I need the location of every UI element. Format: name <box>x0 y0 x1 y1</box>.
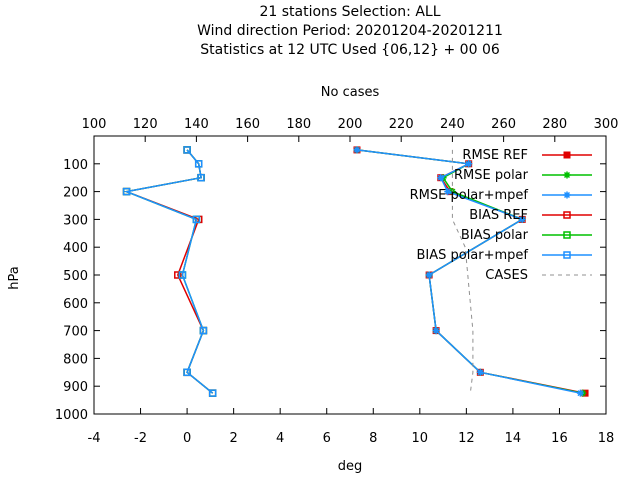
series-line <box>356 149 583 394</box>
series-rmse-polar <box>353 146 587 397</box>
data-point <box>194 160 203 168</box>
x-tick-label: 6 <box>323 431 331 446</box>
top-axis-label: No cases <box>321 85 380 100</box>
x2-tick-label: 100 <box>82 117 107 132</box>
x-tick-label: 18 <box>598 431 615 446</box>
x-tick-label: 16 <box>551 431 568 446</box>
data-point <box>178 271 187 279</box>
legend-item: RMSE polar+mpef <box>410 188 592 203</box>
legend-label: BIAS polar+mpef <box>416 248 528 263</box>
legend-marker <box>563 171 571 179</box>
x2-tick-label: 280 <box>542 117 567 132</box>
data-point <box>208 389 217 397</box>
series-line <box>356 149 586 394</box>
data-point <box>432 327 440 335</box>
y-tick-label: 700 <box>63 325 88 340</box>
legend-label: RMSE polar <box>454 168 529 183</box>
x-tick-label: 4 <box>276 431 284 446</box>
series-rmse-ref <box>353 146 589 397</box>
data-point <box>518 215 526 223</box>
y-tick-label: 600 <box>63 297 88 312</box>
series-line <box>123 149 214 394</box>
y-tick-label: 500 <box>63 269 88 284</box>
legend-item: BIAS polar <box>461 228 592 243</box>
data-point <box>576 389 584 397</box>
legend-label: RMSE REF <box>462 148 528 163</box>
x2-tick-label: 200 <box>338 117 363 132</box>
legend-marker <box>563 251 571 259</box>
x2-tick-label: 220 <box>389 117 414 132</box>
axis-ticks: -4 -2 0 2 4 6 8 10 12 14 16 18 100 120 140 160 180 200 220… <box>55 117 619 446</box>
y-tick-label: 300 <box>63 213 88 228</box>
x2-tick-label: 140 <box>184 117 209 132</box>
data-point <box>197 173 205 182</box>
series-line <box>451 149 474 394</box>
series-line <box>123 149 214 394</box>
legend-label: CASES <box>485 268 528 283</box>
series-bias-polar-mpef <box>122 146 217 397</box>
y-tick-label: 100 <box>63 158 88 173</box>
y-tick-label: 800 <box>63 352 88 367</box>
data-series <box>122 146 589 397</box>
legend-item: BIAS polar+mpef <box>416 248 592 263</box>
legend-marker <box>563 151 571 159</box>
plot-frame <box>93 135 607 415</box>
data-point <box>183 146 191 154</box>
data-point <box>444 188 452 196</box>
legend-item: RMSE REF <box>462 148 592 163</box>
chart-title-line-2: Wind direction Period: 20201204-20201211 <box>197 23 503 39</box>
data-point <box>465 160 473 168</box>
data-point <box>437 174 445 182</box>
x2-tick-label: 120 <box>133 117 158 132</box>
x2-tick-label: 240 <box>440 117 465 132</box>
y-tick-label: 900 <box>63 380 88 395</box>
y-tick-label: 1000 <box>55 408 88 423</box>
x2-tick-label: 180 <box>286 117 311 132</box>
legend-label: BIAS polar <box>461 228 529 243</box>
x2-tick-label: 300 <box>594 117 619 132</box>
series-line <box>123 149 214 394</box>
x2-tick-label: 160 <box>235 117 260 132</box>
x-tick-label: 10 <box>412 431 429 446</box>
plot-border <box>93 135 607 415</box>
data-point <box>174 271 182 279</box>
data-point <box>353 146 361 154</box>
series-cases <box>451 149 474 394</box>
legend-marker <box>563 211 571 219</box>
data-point <box>122 187 131 196</box>
data-point <box>476 368 484 376</box>
x2-tick-label: 260 <box>491 117 516 132</box>
data-point <box>192 215 201 224</box>
legend-item: RMSE polar <box>454 168 592 183</box>
x-axis-label: deg <box>338 459 363 474</box>
series-rmse-polar-mpef <box>353 146 584 397</box>
x-tick-label: 8 <box>369 431 377 446</box>
data-point <box>199 326 208 335</box>
legend-label: RMSE polar+mpef <box>410 188 529 203</box>
data-point <box>183 368 191 377</box>
legend-label: BIAS REF <box>469 208 528 223</box>
x-tick-label: 2 <box>229 431 237 446</box>
x-tick-label: 14 <box>505 431 522 446</box>
chart-title-line-3: Statistics at 12 UTC Used {06,12} + 00 0… <box>200 42 500 58</box>
x-tick-label: 0 <box>183 431 191 446</box>
legend-item: BIAS REF <box>469 208 592 223</box>
x-tick-label: 12 <box>458 431 475 446</box>
legend-item: CASES <box>485 268 592 283</box>
y-axis-label: hPa <box>7 266 22 289</box>
y-tick-label: 400 <box>63 241 88 256</box>
legend-marker <box>563 191 571 199</box>
x-tick-label: -2 <box>134 431 147 446</box>
x-tick-label: -4 <box>88 431 101 446</box>
legend-marker <box>563 231 571 239</box>
y-tick-label: 200 <box>63 186 88 201</box>
data-point <box>425 271 433 279</box>
legend: RMSE REF RMSE polar RMSE polar+mpef BIAS RE… <box>410 148 592 283</box>
chart-title-line-1: 21 stations Selection: ALL <box>259 4 441 20</box>
series-line <box>356 149 581 394</box>
